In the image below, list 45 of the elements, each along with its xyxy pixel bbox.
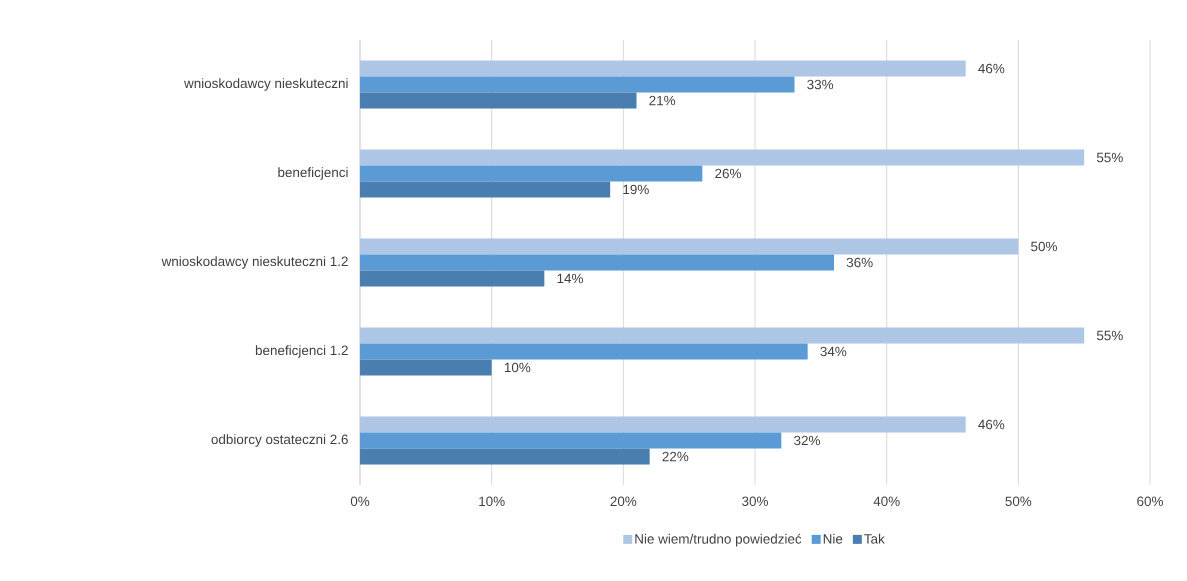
bar [360,270,545,287]
bar [360,327,1085,344]
y-tick-label: wnioskodawcy nieskuteczni [184,78,348,91]
x-tick-label: 40% [873,496,900,507]
y-tick-label: beneficjenci 1.2 [255,345,348,358]
bar [360,343,808,360]
bar [360,92,637,109]
data-label: 50% [1031,241,1057,252]
legend-label: Nie wiem/trudno powiedzieć [635,533,802,547]
x-tick-label: 30% [742,496,768,507]
data-label: 21% [649,95,676,106]
data-label: 10% [504,362,531,373]
bar [360,432,782,449]
bar [360,359,492,376]
bar [360,165,703,182]
bar [360,60,966,77]
y-tick-label: wnioskodawcy nieskuteczni 1.2 [161,256,348,269]
bar [360,76,795,93]
bar [360,448,650,465]
x-tick-label: 20% [610,496,637,507]
data-label: 19% [623,184,649,195]
bar [360,238,1019,255]
data-label: 46% [978,63,1005,74]
data-label: 22% [662,451,689,462]
bar [360,181,611,198]
bar [360,254,835,271]
bar [360,416,966,433]
data-label: 32% [794,435,820,446]
legend-label: Nie [823,533,843,544]
data-label: 33% [807,79,834,90]
x-tick-label: 10% [479,496,505,507]
bar [360,149,1085,166]
data-label: 36% [846,257,873,268]
x-tick-label: 0% [350,496,370,507]
data-label: 46% [978,419,1005,430]
x-tick-label: 60% [1137,496,1163,507]
data-label: 14% [557,273,583,284]
y-tick-label: odbiorcy ostateczni 2.6 [211,434,348,447]
data-label: 55% [1096,330,1123,341]
data-label: 34% [820,346,847,357]
data-label: 26% [715,168,741,179]
x-tick-label: 50% [1005,496,1032,507]
data-label: 55% [1096,152,1123,163]
legend-label: Tak [864,533,885,544]
y-tick-label: beneficjenci [278,167,348,180]
